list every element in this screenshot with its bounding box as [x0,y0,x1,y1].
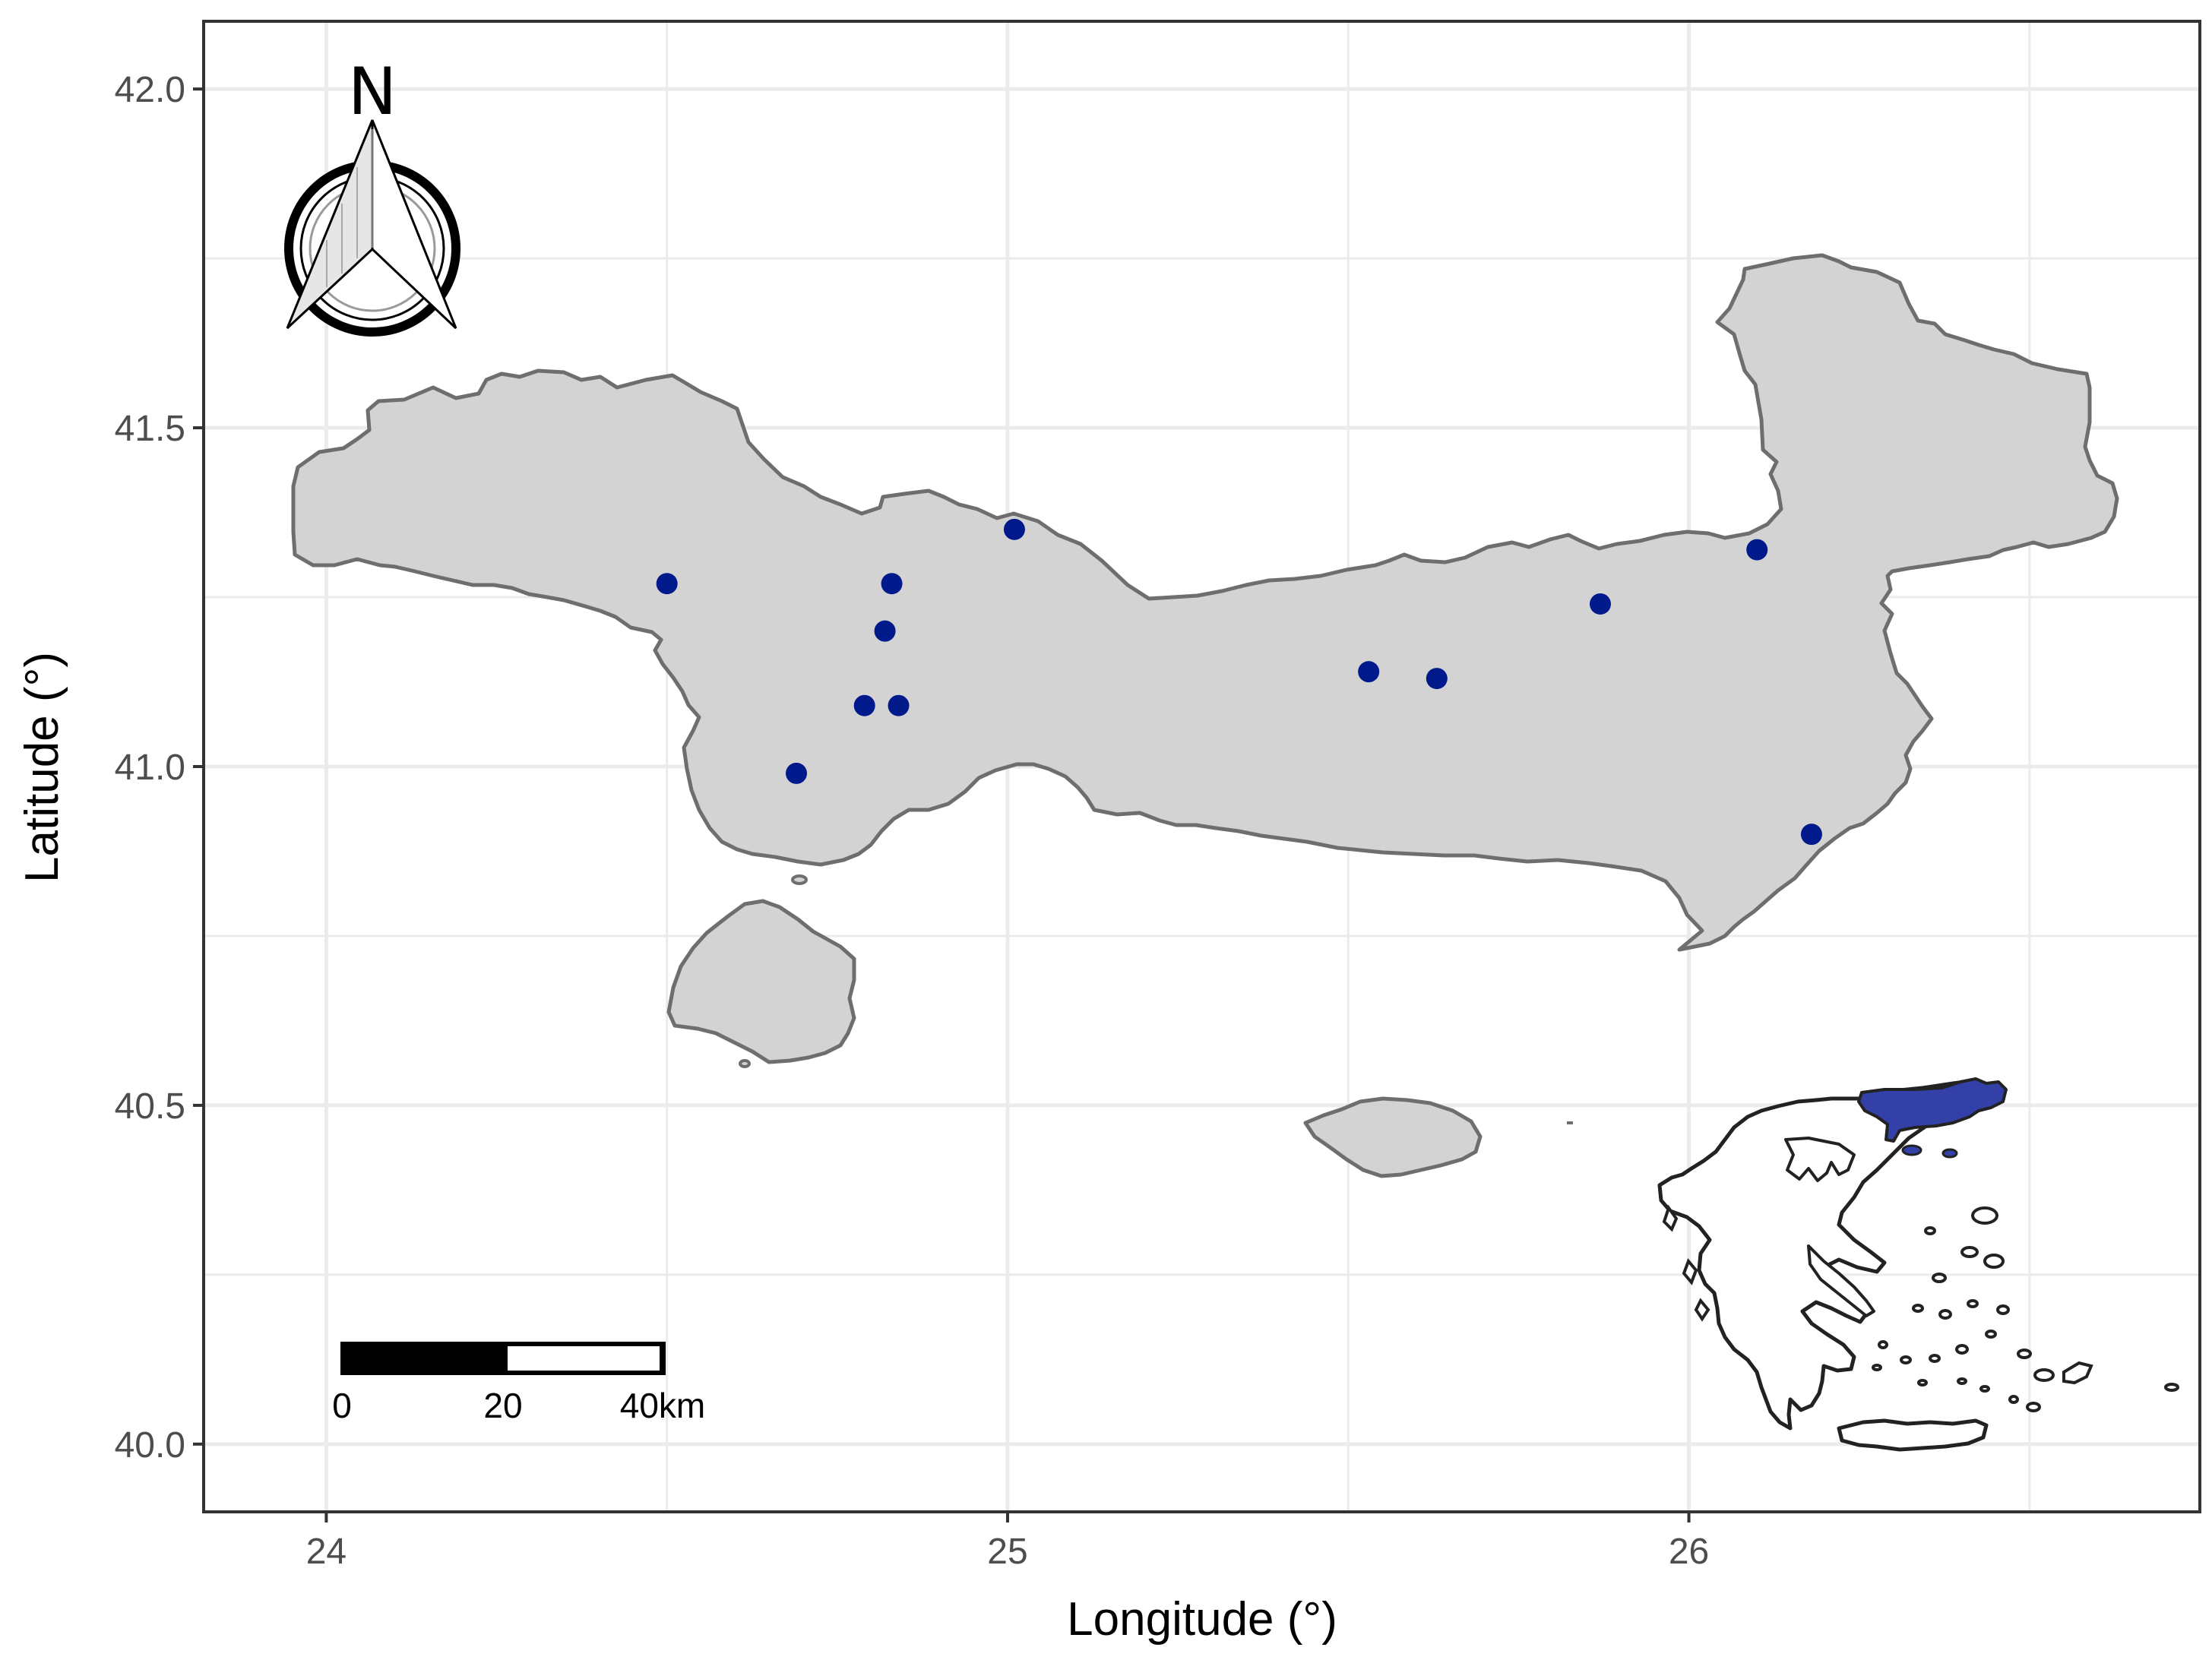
far-east-islet [2164,1383,2179,1392]
y-tick-label: 41.5 [115,409,185,449]
sample-point [1746,539,1768,561]
greece-mainland-outline [1657,1078,1986,1431]
axes: 24 25 26 40.0 40.5 41.0 41.5 42.0 [115,70,1710,1572]
sample-points [656,518,1822,846]
chalkidiki-outline [1784,1137,1856,1182]
sample-point [888,694,910,716]
scale-bar-white-segment [508,1346,660,1371]
sample-point [786,762,808,784]
x-tick-label: 25 [987,1532,1027,1572]
sample-point [1003,518,1025,540]
thasos-offshore-islet [739,1059,751,1068]
x-axis-title: Longitude (°) [1067,1593,1337,1646]
euboea-outline [1807,1244,1875,1317]
y-tick-label: 41.0 [115,748,185,788]
y-tick-label: 40.0 [115,1425,185,1466]
sample-point [1358,661,1380,683]
scale-label-40km: 40km [620,1386,705,1425]
sample-point [1426,668,1448,690]
y-tick-label: 42.0 [115,70,185,110]
north-arrow: N [284,54,460,337]
coastal-islet [791,874,808,885]
sample-point [656,573,678,595]
mainland-region-shape [291,253,2119,952]
scale-label-0: 0 [332,1386,352,1425]
study-region-highlight [1857,1077,2008,1143]
greece-locator-inset [1657,1077,2179,1452]
north-label: N [348,54,397,130]
sample-point [874,620,896,642]
sample-point [1590,593,1612,615]
inset-samothraki-highlight [1941,1148,1958,1159]
sample-point [853,694,875,716]
scale-label-20: 20 [483,1386,522,1425]
sample-point [881,573,903,595]
crete-outline [1837,1418,1989,1452]
y-axis-title: Latitude (°) [16,652,68,883]
scale-bar-black-segment [345,1346,508,1371]
scale-bar: 0 20 40km [332,1342,705,1425]
aegean-islands [1872,1206,2055,1412]
x-tick-label: 24 [306,1532,347,1572]
ionian-islands-outline [1662,1204,1710,1322]
thasos-island-shape [666,899,856,1064]
small-islet-east [1567,1121,1573,1124]
rhodes-outline [2062,1361,2093,1385]
samothraki-island-shape [1303,1096,1483,1178]
x-tick-label: 26 [1669,1532,1709,1572]
y-tick-label: 40.5 [115,1086,185,1127]
sample-point [1800,824,1822,846]
inset-thasos-highlight [1901,1144,1922,1156]
